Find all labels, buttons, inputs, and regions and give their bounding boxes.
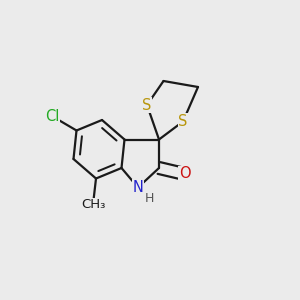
Text: H: H [145,192,154,206]
Text: Cl: Cl [45,109,60,124]
Text: O: O [179,167,190,182]
Text: CH₃: CH₃ [81,198,105,211]
Text: Cl: Cl [45,109,60,124]
Text: N: N [133,180,143,195]
Text: N: N [133,180,143,195]
Text: S: S [178,114,188,129]
Text: S: S [142,98,152,112]
